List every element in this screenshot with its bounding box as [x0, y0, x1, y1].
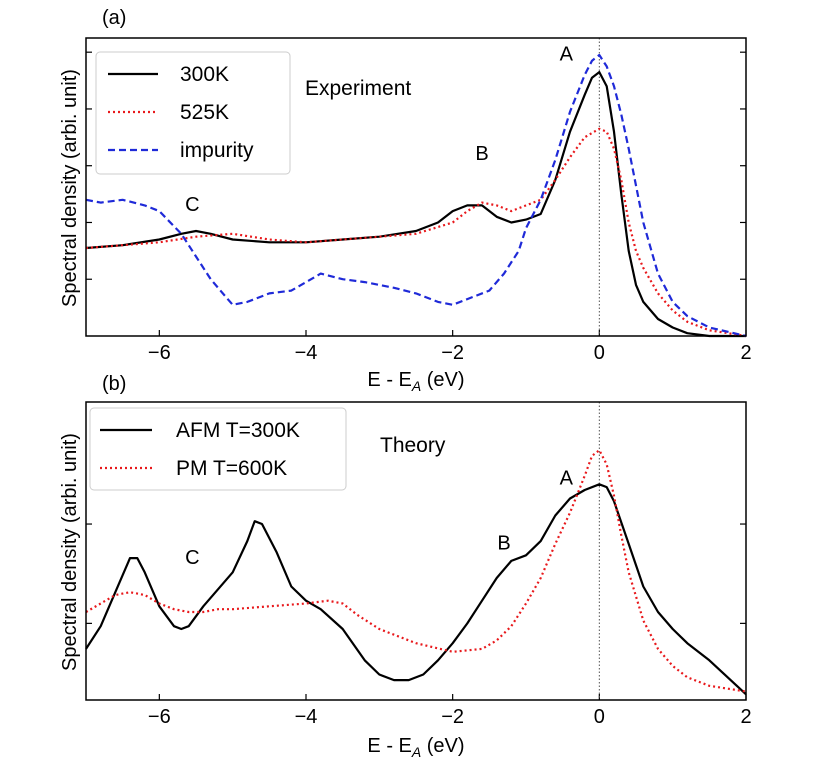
panel-b-y-axis-label: Spectral density (arbi. unit): [59, 433, 81, 671]
panel-a-experiment-annotation: Experiment: [305, 77, 411, 100]
panel-b-x-tick-label: −6: [148, 706, 171, 728]
panel-b-x-axis-label: E - EA (eV): [367, 735, 464, 760]
panel-a-x-tick-label: −6: [148, 342, 171, 364]
peak-label-b: B: [475, 143, 488, 165]
peak-label-c: C: [185, 547, 199, 569]
series-line-300k: [85, 71, 746, 338]
panel-a-peak-labels: A B C: [185, 44, 574, 216]
panel-b-label: (b): [102, 373, 126, 395]
panel-a-legend-box: [95, 51, 291, 175]
legend-label-afm-t-300k: AFM T=300K: [176, 419, 300, 442]
panel-a-plot-frame: [85, 37, 747, 337]
peak-label-a: A: [560, 467, 574, 489]
legend-label-pm-t-600k: PM T=600K: [176, 457, 287, 480]
panel-a-ticks: −6 −4 −2 0 2: [86, 51, 752, 364]
panel-b-x-tick-label: 0: [594, 706, 605, 728]
panel-b-x-tick-label: −2: [441, 706, 464, 728]
panel-a-x-tick-label: 0: [594, 342, 605, 364]
panel-b-series-group: [85, 449, 747, 696]
panel-b-theory-annotation: Theory: [380, 434, 446, 457]
legend-label-impurity: impurity: [180, 139, 254, 162]
panel-b-legend: AFM T=300K PM T=600K: [89, 407, 347, 491]
peak-label-a: A: [560, 44, 574, 66]
series-line-pm-t-600k: [85, 449, 747, 693]
panel-a-series-group: [85, 53, 747, 338]
panel-b-peak-labels: A B C: [185, 467, 574, 568]
series-line-afm-t-300k: [85, 483, 747, 696]
panel-a-x-axis-label: E - EA (eV): [367, 369, 464, 394]
panel-b-legend-box: [89, 407, 347, 491]
panel-a: (a) Spectral density (arbi. unit) −6 −4 −2…: [59, 7, 752, 394]
panel-a-x-tick-label: 2: [740, 342, 751, 364]
peak-label-b: B: [497, 533, 510, 555]
series-line-525k: [85, 127, 747, 338]
panel-a-legend: 300K 525K impurity: [95, 51, 291, 175]
panel-b-ticks: −6 −4 −2 0 2: [86, 523, 752, 728]
legend-label-300k: 300K: [180, 63, 229, 86]
panel-a-x-tick-label: −2: [441, 342, 464, 364]
legend-label-525k: 525K: [180, 101, 229, 124]
panel-b-x-tick-label: 2: [740, 706, 751, 728]
panel-b: (b) Spectral density (arbi. unit) −6 −4 −2…: [59, 373, 752, 760]
panel-a-x-tick-label: −4: [295, 342, 318, 364]
panel-b-plot-frame: [85, 401, 747, 701]
panel-a-label: (a): [102, 7, 126, 29]
panel-b-x-tick-label: −4: [295, 706, 318, 728]
series-line-impurity: [85, 53, 747, 338]
panel-a-y-axis-label: Spectral density (arbi. unit): [59, 69, 81, 307]
peak-label-c: C: [185, 194, 199, 216]
